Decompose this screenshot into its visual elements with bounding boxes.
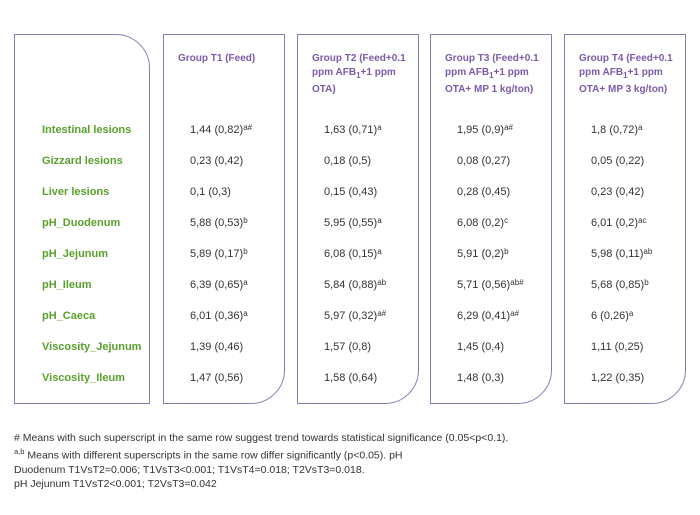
table-cell: 6,08 (0,15)a bbox=[324, 247, 382, 261]
table-cell: 1,63 (0,71)a bbox=[324, 123, 382, 137]
table-cell: 6,39 (0,65)a bbox=[190, 278, 248, 292]
footnote-trend: # Means with such superscript in the sam… bbox=[14, 432, 509, 444]
row-label: Viscosity_Jejunum bbox=[42, 341, 142, 353]
table-cell: 5,95 (0,55)a bbox=[324, 216, 382, 230]
table-cell: 6 (0,26)a bbox=[591, 309, 634, 323]
table-cell: 1,39 (0,46) bbox=[190, 341, 244, 353]
table-cell: 0,08 (0,27) bbox=[457, 155, 511, 167]
table-cell: 6,01 (0,2)ac bbox=[591, 216, 647, 230]
table-cell: 5,89 (0,17)b bbox=[190, 247, 248, 261]
row-label: pH_Jejunum bbox=[42, 248, 109, 260]
table-cell: 0,18 (0,5) bbox=[324, 155, 372, 167]
table-cell: 5,88 (0,53)b bbox=[190, 216, 248, 230]
column-t4-panel bbox=[564, 34, 686, 404]
row-label: Liver lesions bbox=[42, 186, 110, 198]
column-t2-panel bbox=[297, 34, 419, 404]
footnote-jejunum: pH Jejunum T1VsT2<0.001; T2VsT3=0.042 bbox=[14, 477, 217, 490]
table-cell: 0,05 (0,22) bbox=[591, 155, 645, 167]
table-cell: 0,23 (0,42) bbox=[591, 186, 645, 198]
table-cell: 1,48 (0,3) bbox=[457, 372, 505, 384]
column-header-t4: Group T4 (Feed+0.1 ppm AFB1+1 ppm OTA+ MP … bbox=[579, 53, 673, 95]
column-header-t1: Group T1 (Feed) bbox=[178, 53, 256, 64]
column-header-t3: Group T3 (Feed+0.1 ppm AFB1+1 ppm OTA+ MP … bbox=[445, 53, 539, 95]
table-cell: 5,91 (0,2)b bbox=[457, 247, 509, 261]
column-t3-panel bbox=[430, 34, 552, 404]
table-cell: 0,23 (0,42) bbox=[190, 155, 244, 167]
table-cell: 1,22 (0,35) bbox=[591, 372, 645, 384]
footnotes: # Means with such superscript in the sam… bbox=[14, 431, 694, 491]
row-labels-panel bbox=[14, 34, 150, 404]
table-cell: 0,1 (0,3) bbox=[190, 186, 231, 198]
row-label: pH_Duodenum bbox=[42, 217, 121, 229]
table-cell: 6,29 (0,41)a# bbox=[457, 309, 520, 323]
table-cell: 5,97 (0,32)a# bbox=[324, 309, 387, 323]
table-cell: 5,84 (0,88)ab bbox=[324, 278, 387, 292]
table-cell: 1,44 (0,82)a# bbox=[190, 123, 253, 137]
footnote-duodenum: Duodenum T1VsT2=0.006; T1VsT3<0.001; T1V… bbox=[14, 463, 365, 476]
table-cell: 6,01 (0,36)a bbox=[190, 309, 248, 323]
row-label: pH_Caeca bbox=[42, 310, 96, 322]
table-cell: 5,71 (0,56)ab# bbox=[457, 278, 524, 292]
row-label: pH_Ileum bbox=[42, 279, 92, 291]
table-cell: 5,68 (0,85)b bbox=[591, 278, 649, 292]
table-cell: 1,58 (0,64) bbox=[324, 372, 378, 384]
row-label: Gizzard lesions bbox=[42, 155, 123, 167]
table-cell: 1,8 (0,72)a bbox=[591, 123, 643, 137]
table-cell: 1,57 (0,8) bbox=[324, 341, 372, 353]
table-cell: 0,28 (0,45) bbox=[457, 186, 511, 198]
table-cell: 5,98 (0,11)ab bbox=[591, 247, 653, 261]
table-cell: 6,08 (0,2)c bbox=[457, 216, 509, 230]
footnote-significance: a,b Means with different superscripts in… bbox=[14, 447, 403, 462]
table-cell: 1,47 (0,56) bbox=[190, 372, 244, 384]
table-cell: 1,11 (0,25) bbox=[591, 341, 644, 353]
table-cell: 0,15 (0,43) bbox=[324, 186, 378, 198]
table-cell: 1,95 (0,9)a# bbox=[457, 123, 513, 137]
table-cell: 1,45 (0,4) bbox=[457, 341, 505, 353]
column-header-t2: Group T2 (Feed+0.1 ppm AFB1+1 ppm OTA) bbox=[312, 53, 406, 95]
row-label: Viscosity_Ileum bbox=[42, 372, 125, 384]
row-label: Intestinal lesions bbox=[42, 124, 132, 136]
column-t1-panel bbox=[163, 34, 285, 404]
